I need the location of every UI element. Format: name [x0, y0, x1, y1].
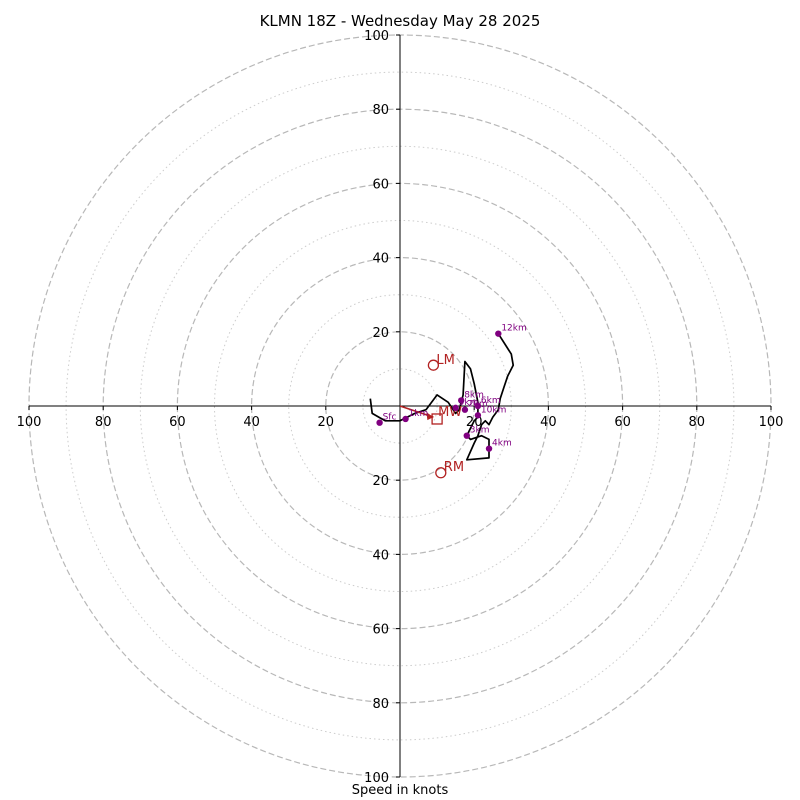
x-axis-label: Speed in knots — [351, 783, 449, 798]
height-label-4km: 4km — [492, 439, 512, 449]
chart-title: KLMN 18Z - Wednesday May 28 2025 — [259, 12, 541, 30]
x-tick-label: 60 — [169, 415, 186, 430]
height-marker-8km — [458, 397, 465, 404]
y-tick-label: 100 — [364, 29, 389, 44]
left-mover-label: LM — [436, 353, 454, 368]
height-label-3km: 3km — [470, 426, 490, 436]
x-tick-label: 80 — [95, 415, 112, 430]
y-tick-label: 100 — [364, 771, 389, 786]
x-tick-label: 60 — [614, 415, 631, 430]
height-marker-10km — [474, 412, 482, 419]
height-label-6km: 6km — [481, 396, 501, 406]
height-label-12km: 12km — [501, 324, 526, 334]
x-tick-label: 20 — [318, 415, 335, 430]
y-tick-label: 40 — [372, 252, 389, 267]
x-tick-label: 100 — [17, 415, 42, 430]
height-marker-sfc — [376, 419, 383, 426]
x-tick-label: 40 — [540, 415, 557, 430]
height-label-1km: 1km — [409, 409, 429, 419]
height-label-10km: 10km — [481, 405, 506, 415]
height-marker-2km — [461, 406, 469, 413]
height-marker-6km — [474, 402, 482, 410]
y-tick-label: 60 — [372, 623, 389, 638]
y-tick-label: 40 — [372, 548, 389, 563]
right-mover-marker — [435, 467, 447, 479]
mean-wind-marker — [431, 413, 443, 425]
height-marker-4km — [485, 445, 493, 452]
height-marker-12km — [495, 330, 502, 337]
height-marker-9km — [452, 404, 459, 412]
x-tick-label: 40 — [243, 415, 260, 430]
shear-vector-arrowhead — [426, 412, 434, 421]
x-tick-label: 80 — [689, 415, 706, 430]
x-tick-label: 100 — [759, 415, 784, 430]
height-label-9km: 9km — [459, 398, 479, 408]
height-label-sfc: Sfc — [383, 413, 397, 423]
right-mover-label: RM — [444, 460, 464, 475]
height-label-8km: 8km — [464, 390, 484, 400]
y-tick-label: 80 — [372, 697, 389, 712]
y-tick-label: 20 — [372, 474, 389, 489]
height-marker-3km — [463, 432, 470, 439]
y-tick-label: 80 — [372, 103, 389, 118]
y-tick-label: 60 — [372, 177, 389, 192]
tick-labels: 100 80 60 40 20 20 40 60 80 100100806040202040608… — [17, 29, 784, 786]
height-markers: Sfc1km2km3km4km6km8km9km10km12km — [376, 324, 527, 452]
height-marker-1km — [402, 415, 409, 423]
left-mover-marker — [427, 359, 440, 371]
y-tick-label: 20 — [372, 326, 389, 341]
